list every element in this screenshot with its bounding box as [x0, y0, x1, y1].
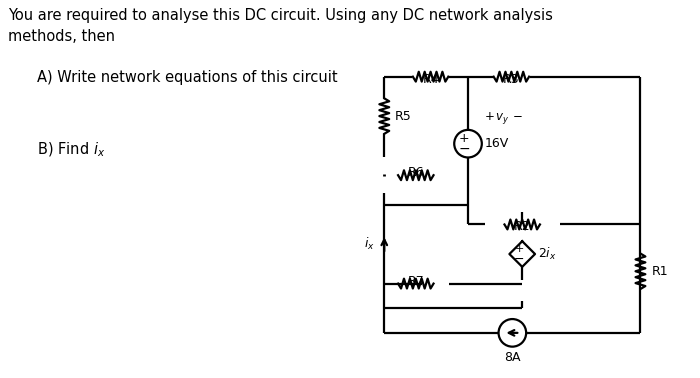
Text: 8A: 8A [504, 350, 521, 364]
Text: $i_x$: $i_x$ [364, 236, 374, 252]
Text: $2i_x$: $2i_x$ [538, 246, 557, 262]
Text: $+\,v_y\,-$: $+\,v_y\,-$ [484, 110, 522, 126]
Text: 16V: 16V [485, 137, 509, 150]
Text: R6: R6 [407, 166, 424, 179]
Text: R7: R7 [407, 275, 424, 288]
Text: You are required to analyse this DC circuit. Using any DC network analysis
metho: You are required to analyse this DC circ… [8, 8, 553, 44]
Text: B) Find $i_x$: B) Find $i_x$ [37, 141, 106, 159]
Text: R3: R3 [503, 73, 519, 85]
Text: R5: R5 [395, 110, 412, 122]
Text: +: + [514, 244, 524, 254]
Text: R4: R4 [422, 73, 439, 85]
Text: R2: R2 [514, 220, 531, 233]
Text: +: + [458, 132, 470, 145]
Text: −: − [514, 253, 524, 265]
Text: −: − [458, 142, 470, 156]
Text: A) Write network equations of this circuit: A) Write network equations of this circu… [37, 70, 338, 85]
Text: R1: R1 [651, 265, 668, 278]
